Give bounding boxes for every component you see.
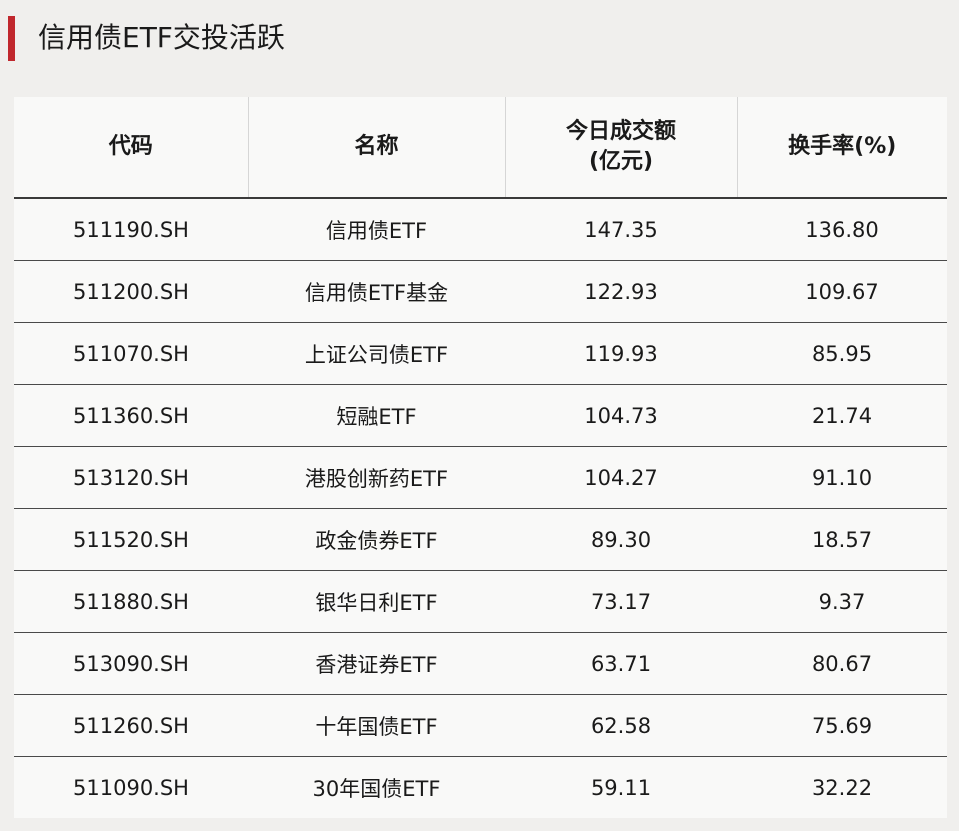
cell-name: 香港证券ETF [248, 632, 505, 695]
cell-turnover: 91.10 [737, 446, 947, 509]
cell-name: 30年国债ETF [312, 776, 441, 801]
table-row: 511360.SH 短融ETF 104.73 21.74 [14, 384, 947, 447]
table-row: 513090.SH 香港证券ETF 63.71 80.67 [14, 632, 947, 695]
cell-volume: 122.93 [505, 260, 737, 323]
cell-name: 信用债ETF基金 [248, 260, 505, 323]
cell-name: 政金债券ETF [248, 508, 505, 571]
cell-volume: 73.17 [505, 570, 737, 633]
table-row: 511200.SH 信用债ETF基金 122.93 109.67 [14, 260, 947, 323]
cell-turnover: 75.69 [737, 694, 947, 757]
cell-turnover: 32.22 [811, 775, 873, 800]
cell-turnover: 109.67 [737, 260, 947, 323]
cell-volume: 104.73 [505, 384, 737, 447]
table-row: 511190.SH 信用债ETF 147.35 136.80 [14, 198, 947, 261]
cell-volume: 119.93 [505, 322, 737, 385]
cell-code: 511190.SH [14, 198, 248, 261]
cell-code: 511880.SH [14, 570, 248, 633]
column-header-turnover: 换手率(%) [737, 97, 947, 199]
cell-turnover: 9.37 [737, 570, 947, 633]
table-row: 511070.SH 上证公司债ETF 119.93 85.95 [14, 322, 947, 385]
column-header-name: 名称 [248, 97, 506, 199]
cell-turnover: 136.80 [737, 198, 947, 261]
cell-code: 513090.SH [14, 632, 248, 695]
page-title: 信用债ETF交投活跃 [38, 21, 285, 54]
column-header-code: 代码 [14, 97, 249, 199]
cell-code: 511260.SH [14, 694, 248, 757]
cell-name: 港股创新药ETF [248, 446, 505, 509]
table-row: 511260.SH 十年国债ETF 62.58 75.69 [14, 694, 947, 757]
cell-code: 511360.SH [14, 384, 248, 447]
cell-code: 513120.SH [14, 446, 248, 509]
cell-turnover: 21.74 [737, 384, 947, 447]
cell-code: 511200.SH [14, 260, 248, 323]
table-row: 511520.SH 政金债券ETF 89.30 18.57 [14, 508, 947, 571]
cell-name: 短融ETF [248, 384, 505, 447]
column-header-volume-line2: (亿元) [588, 149, 654, 174]
cell-turnover: 80.67 [737, 632, 947, 695]
etf-table: 代码 名称 今日成交额 (亿元) 换手率(%) 511190.SH 信用债ETF… [14, 97, 947, 818]
cell-volume: 62.58 [505, 694, 737, 757]
column-header-volume-line1: 今日成交额 [565, 119, 676, 144]
title-accent-bar [8, 16, 15, 61]
cell-code: 511070.SH [14, 322, 248, 385]
cell-name: 十年国债ETF [248, 694, 505, 757]
cell-volume: 104.27 [505, 446, 737, 509]
table-row: 511090.SH 30年国债ETF 59.11 32.22 [14, 757, 947, 819]
cell-name: 上证公司债ETF [248, 322, 505, 385]
cell-volume: 63.71 [505, 632, 737, 695]
table-header-row: 代码 名称 今日成交额 (亿元) 换手率(%) [14, 97, 947, 199]
cell-code: 511520.SH [14, 508, 248, 571]
table-row: 513120.SH 港股创新药ETF 104.27 91.10 [14, 446, 947, 509]
cell-volume: 89.30 [505, 508, 737, 571]
cell-name: 银华日利ETF [248, 570, 505, 633]
table-row: 511880.SH 银华日利ETF 73.17 9.37 [14, 570, 947, 633]
cell-turnover: 18.57 [737, 508, 947, 571]
cell-turnover: 85.95 [737, 322, 947, 385]
page-header: 信用债ETF交投活跃 [0, 0, 959, 80]
cell-name: 信用债ETF [248, 198, 505, 261]
cell-volume: 59.11 [590, 775, 652, 800]
cell-code: 511090.SH [73, 775, 189, 800]
column-header-volume: 今日成交额 (亿元) [505, 97, 738, 199]
cell-volume: 147.35 [505, 198, 737, 261]
